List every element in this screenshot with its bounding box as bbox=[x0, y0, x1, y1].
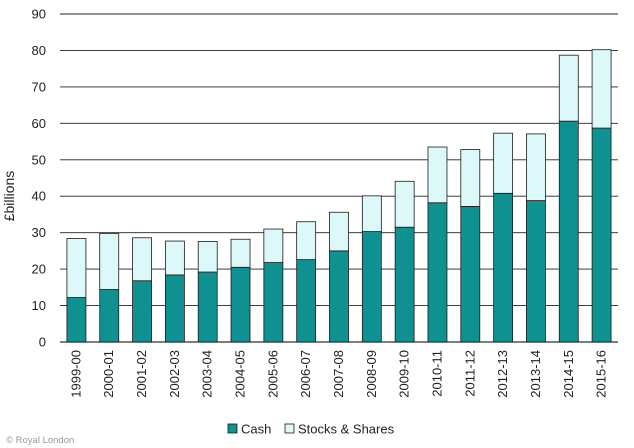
y-tick-label: 50 bbox=[32, 152, 46, 167]
legend-swatch-stocks-shares bbox=[284, 423, 295, 434]
bar-stocks-shares bbox=[361, 195, 382, 232]
bar-stocks-shares bbox=[591, 49, 612, 129]
x-tick-label: 2007-08 bbox=[331, 350, 346, 398]
bar-cash bbox=[493, 192, 514, 343]
x-tick-label: 2005-06 bbox=[265, 350, 280, 398]
y-tick-label: 40 bbox=[32, 189, 46, 204]
bar-stocks-shares bbox=[230, 238, 251, 268]
x-tick-label: 2008-09 bbox=[364, 350, 379, 398]
x-tick-label: 2001-02 bbox=[134, 350, 149, 398]
y-tick-label: 30 bbox=[32, 225, 46, 240]
bar-stocks-shares bbox=[132, 237, 152, 282]
x-tick-label: 2002-03 bbox=[167, 350, 182, 398]
bar-cash bbox=[361, 231, 382, 343]
bar-stocks-shares bbox=[329, 211, 349, 252]
x-tick-labels: 1999-00 2000-01 2001-02 2002-03 2003-04 2004-… bbox=[68, 350, 608, 398]
legend-swatch-cash bbox=[227, 423, 238, 434]
x-tick-label: 2003-04 bbox=[200, 350, 215, 398]
y-tick-label: 10 bbox=[32, 298, 46, 313]
x-tick-label: 2014-15 bbox=[561, 350, 576, 398]
legend-label-cash: Cash bbox=[241, 422, 271, 437]
x-tick-label: 2006-07 bbox=[298, 350, 313, 398]
y-tick-label: 90 bbox=[32, 7, 46, 22]
bar-stocks-shares bbox=[197, 241, 218, 273]
x-tick-label: 2009-10 bbox=[397, 350, 412, 398]
x-tick-label: 2013-14 bbox=[528, 350, 543, 398]
bar-cash bbox=[460, 206, 481, 343]
y-tick-label: 80 bbox=[32, 43, 46, 58]
bar-cash bbox=[263, 262, 284, 343]
credit-watermark: © Royal London bbox=[6, 435, 74, 446]
x-tick-label: 2015-16 bbox=[594, 350, 609, 398]
bar-cash bbox=[427, 202, 448, 343]
legend: Cash Stocks & Shares bbox=[227, 422, 395, 437]
bar-cash bbox=[230, 266, 251, 343]
x-tick-label: 1999-00 bbox=[68, 350, 83, 398]
bar-cash bbox=[591, 127, 612, 343]
bar-cash bbox=[164, 274, 185, 343]
bar-stocks-shares bbox=[493, 132, 514, 194]
y-tick-label: 0 bbox=[39, 335, 46, 350]
y-tick-labels: 0 10 20 30 40 50 60 70 80 90 bbox=[32, 7, 46, 350]
y-tick-label: 20 bbox=[32, 262, 46, 277]
x-tick-label: 2011-12 bbox=[462, 350, 477, 397]
bar-cash bbox=[296, 259, 317, 343]
bar-stocks-shares bbox=[394, 180, 415, 228]
bar-cash bbox=[66, 297, 87, 343]
x-tick-label: 2010-11 bbox=[429, 350, 444, 397]
y-tick-label: 60 bbox=[32, 116, 46, 131]
bar-stocks-shares bbox=[164, 240, 185, 276]
bar-cash bbox=[329, 250, 349, 343]
y-tick-label: 70 bbox=[32, 79, 46, 94]
bar-cash bbox=[197, 271, 218, 343]
bar-stocks-shares bbox=[66, 238, 87, 298]
x-tick-label: 2012-13 bbox=[495, 350, 510, 398]
bar-stocks-shares bbox=[558, 54, 579, 122]
bar-stocks-shares bbox=[427, 146, 448, 204]
y-axis-title: £billions bbox=[1, 171, 17, 222]
bar-stocks-shares bbox=[263, 228, 284, 263]
bar-cash bbox=[132, 280, 152, 343]
bar-cash bbox=[526, 200, 546, 343]
bar-stocks-shares bbox=[296, 221, 317, 261]
bar-cash bbox=[558, 120, 579, 343]
bars bbox=[66, 49, 612, 343]
bar-stocks-shares bbox=[99, 232, 120, 290]
bar-stocks-shares bbox=[460, 149, 481, 207]
bar-cash bbox=[99, 289, 120, 343]
bar-stocks-shares bbox=[526, 133, 546, 201]
x-tick-label: 2004-05 bbox=[233, 350, 248, 398]
x-tick-label: 2000-01 bbox=[101, 350, 116, 398]
bar-cash bbox=[394, 226, 415, 343]
gridlines bbox=[60, 13, 618, 343]
legend-label-stocks-shares: Stocks & Shares bbox=[298, 422, 395, 437]
